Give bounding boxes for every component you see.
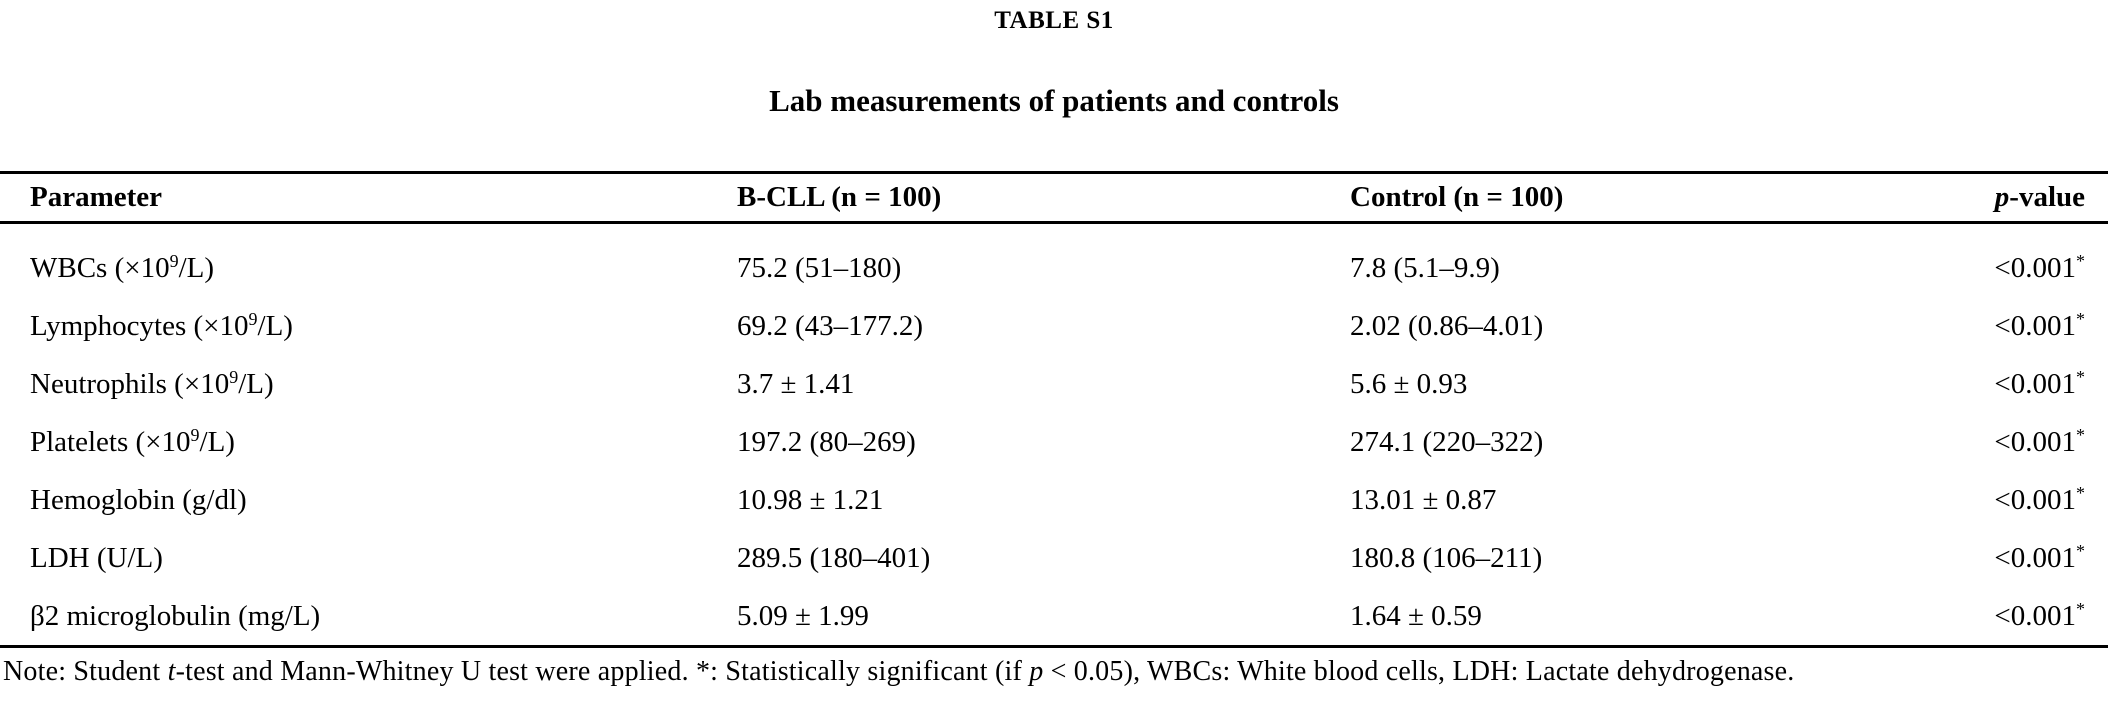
cell-control-value: 274.1 (220–322)	[1350, 425, 1544, 458]
cell-control-value: 5.6 ± 0.93	[1350, 367, 1468, 400]
table-row-ldh: LDH (U/L) 289.5 (180–401) 180.8 (106–211…	[0, 529, 2108, 587]
table-row-neutrophils: Neutrophils (×109/L) 3.7 ± 1.41 5.6 ± 0.…	[0, 355, 2108, 413]
cell-parameter: LDH (U/L)	[30, 541, 163, 574]
cell-parameter: Neutrophils (×109/L)	[30, 366, 274, 400]
cell-pvalue: <0.001*	[1994, 250, 2085, 284]
cell-parameter: Hemoglobin (g/dl)	[30, 483, 247, 516]
table-row-b2-microglobulin: β2 microglobulin (mg/L) 5.09 ± 1.99 1.64…	[0, 587, 2108, 647]
cell-parameter: Lymphocytes (×109/L)	[30, 308, 293, 342]
column-header-pvalue: p-value	[1850, 172, 2108, 224]
cell-pvalue: <0.001*	[1994, 366, 2085, 400]
table-row-wbcs: WBCs (×109/L) 75.2 (51–180) 7.8 (5.1–9.9…	[0, 223, 2108, 298]
cell-pvalue: <0.001*	[1994, 598, 2085, 632]
cell-bcll-value: 197.2 (80–269)	[737, 425, 916, 458]
column-header-bcll: B-CLL (n = 100)	[737, 172, 1350, 224]
cell-parameter: WBCs (×109/L)	[30, 250, 215, 284]
cell-pvalue: <0.001*	[1994, 308, 2085, 342]
cell-pvalue: <0.001*	[1994, 540, 2085, 574]
cell-bcll-value: 5.09 ± 1.99	[737, 599, 869, 632]
cell-bcll-value: 3.7 ± 1.41	[737, 367, 855, 400]
cell-pvalue: <0.001*	[1994, 482, 2085, 516]
cell-bcll-value: 10.98 ± 1.21	[737, 483, 884, 516]
cell-parameter: β2 microglobulin (mg/L)	[30, 599, 321, 632]
header-row: Parameter B-CLL (n = 100) Control (n = 1…	[0, 172, 2108, 224]
column-header-parameter: Parameter	[0, 172, 737, 224]
table-label: TABLE S1	[994, 7, 1114, 34]
cell-control-value: 13.01 ± 0.87	[1350, 483, 1497, 516]
table-footnote: Note: Student t-test and Mann-Whitney U …	[3, 656, 1795, 687]
column-header-control: Control (n = 100)	[1350, 172, 1850, 224]
cell-bcll-value: 69.2 (43–177.2)	[737, 309, 924, 342]
cell-pvalue: <0.001*	[1994, 424, 2085, 458]
lab-measurements-table: Parameter B-CLL (n = 100) Control (n = 1…	[0, 171, 2108, 648]
cell-parameter: Platelets (×109/L)	[30, 424, 235, 458]
cell-control-value: 7.8 (5.1–9.9)	[1350, 251, 1500, 284]
table-row-hemoglobin: Hemoglobin (g/dl) 10.98 ± 1.21 13.01 ± 0…	[0, 471, 2108, 529]
table-title: Lab measurements of patients and control…	[769, 83, 1339, 118]
cell-control-value: 180.8 (106–211)	[1350, 541, 1543, 574]
table-row-platelets: Platelets (×109/L) 197.2 (80–269) 274.1 …	[0, 413, 2108, 471]
cell-control-value: 1.64 ± 0.59	[1350, 599, 1482, 632]
cell-control-value: 2.02 (0.86–4.01)	[1350, 309, 1544, 342]
cell-bcll-value: 75.2 (51–180)	[737, 251, 902, 284]
table-row-lymphocytes: Lymphocytes (×109/L) 69.2 (43–177.2) 2.0…	[0, 297, 2108, 355]
cell-bcll-value: 289.5 (180–401)	[737, 541, 931, 574]
